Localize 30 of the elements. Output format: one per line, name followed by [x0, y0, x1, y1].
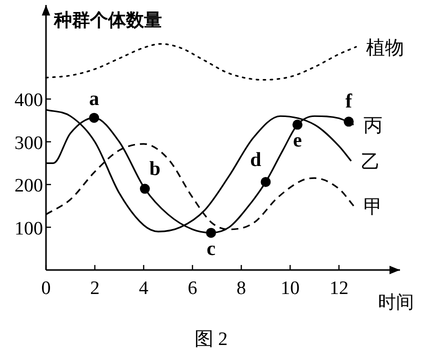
series-label: 植物	[366, 38, 404, 59]
y-axis-title: 种群个体数量	[53, 10, 162, 30]
annotation: d	[250, 148, 262, 171]
x-tick-label: 6	[188, 278, 198, 299]
point	[260, 176, 271, 187]
x-tick-label: 8	[236, 278, 246, 299]
annotation: a	[89, 88, 100, 110]
x-tick-label: 2	[90, 278, 100, 299]
series-label: 甲	[364, 196, 383, 218]
y-tick-label: 100	[14, 218, 43, 240]
annotation: e	[293, 130, 302, 152]
y-tick-label: 300	[14, 132, 43, 154]
x-tick-label: 0	[41, 278, 51, 299]
series-label: 丙	[364, 116, 383, 137]
point	[206, 228, 216, 238]
point	[89, 112, 100, 123]
point	[292, 120, 302, 130]
annotation: f	[345, 90, 352, 113]
y-tick-label: 200	[14, 176, 43, 197]
annotation: c	[206, 238, 216, 260]
x-tick-label: 10	[280, 278, 300, 299]
point	[344, 116, 354, 127]
annotation: b	[149, 158, 160, 180]
point	[140, 184, 150, 194]
x-tick-label: 12	[329, 278, 348, 299]
x-axis-title: 时间	[378, 292, 414, 312]
x-tick-label: 4	[138, 278, 149, 299]
series-label: 乙	[361, 152, 380, 174]
y-tick-label: 400	[14, 90, 43, 112]
caption: 图 2	[194, 329, 228, 350]
